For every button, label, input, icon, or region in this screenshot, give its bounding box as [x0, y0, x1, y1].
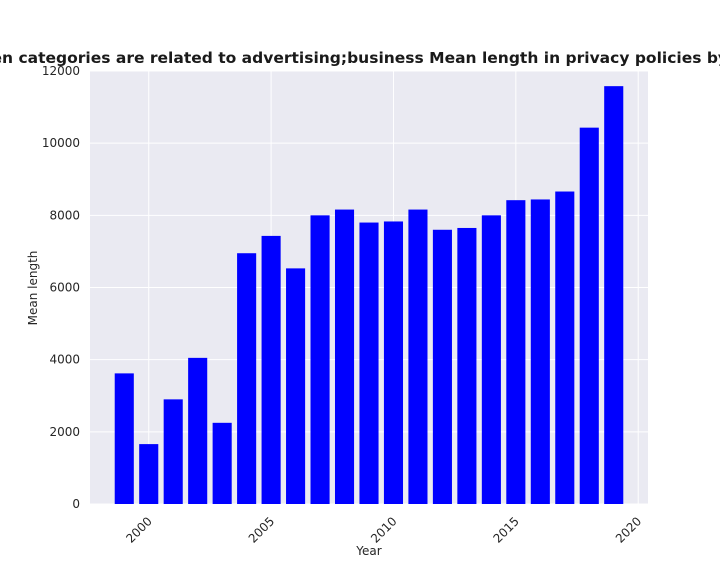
- y-tick-label: 8000: [49, 208, 80, 222]
- bar-2016: [530, 199, 550, 504]
- y-tick-label: 4000: [49, 353, 80, 367]
- bar-2009: [359, 222, 379, 505]
- bar-2003: [212, 422, 232, 504]
- x-tick-label: 2020: [613, 514, 644, 545]
- y-tick-label: 2000: [49, 425, 80, 439]
- bar-2001: [163, 399, 183, 504]
- x-tick-label: 2010: [368, 514, 399, 545]
- bar-2007: [310, 215, 330, 505]
- y-tick-label: 10000: [42, 136, 80, 150]
- x-tick-label: 2000: [123, 514, 154, 545]
- bar-2011: [408, 209, 428, 504]
- x-tick-label: 2005: [246, 514, 277, 545]
- bar-2019: [604, 86, 624, 504]
- y-tick-label: 12000: [42, 64, 80, 78]
- bar-2010: [383, 221, 404, 504]
- y-tick-labels: 0 2000 4000 6000 8000 10000 12000: [42, 64, 80, 511]
- bar-2015: [506, 200, 526, 504]
- bar-1999: [114, 373, 134, 504]
- bar-2006: [286, 268, 306, 504]
- bar-2014: [481, 215, 501, 505]
- bar-2013: [457, 227, 477, 504]
- y-tick-label: 0: [72, 497, 80, 511]
- bar-2002: [188, 357, 208, 504]
- bar-2012: [432, 229, 452, 504]
- y-tick-label: 6000: [49, 281, 80, 295]
- bar-2008: [334, 209, 355, 504]
- bar-2000: [139, 444, 159, 504]
- bar-2004: [237, 253, 257, 504]
- bar-2005: [261, 235, 281, 505]
- bar-2017: [555, 191, 575, 505]
- x-tick-labels: 2000 2005 2010 2015 2020: [123, 514, 644, 545]
- x-axis-label: Year: [355, 544, 381, 558]
- y-axis-label: Mean length: [26, 251, 40, 326]
- bars: [114, 86, 624, 505]
- x-tick-label: 2015: [490, 514, 521, 545]
- bar-2018: [579, 127, 599, 505]
- chart-title: when categories are related to advertisi…: [0, 49, 720, 67]
